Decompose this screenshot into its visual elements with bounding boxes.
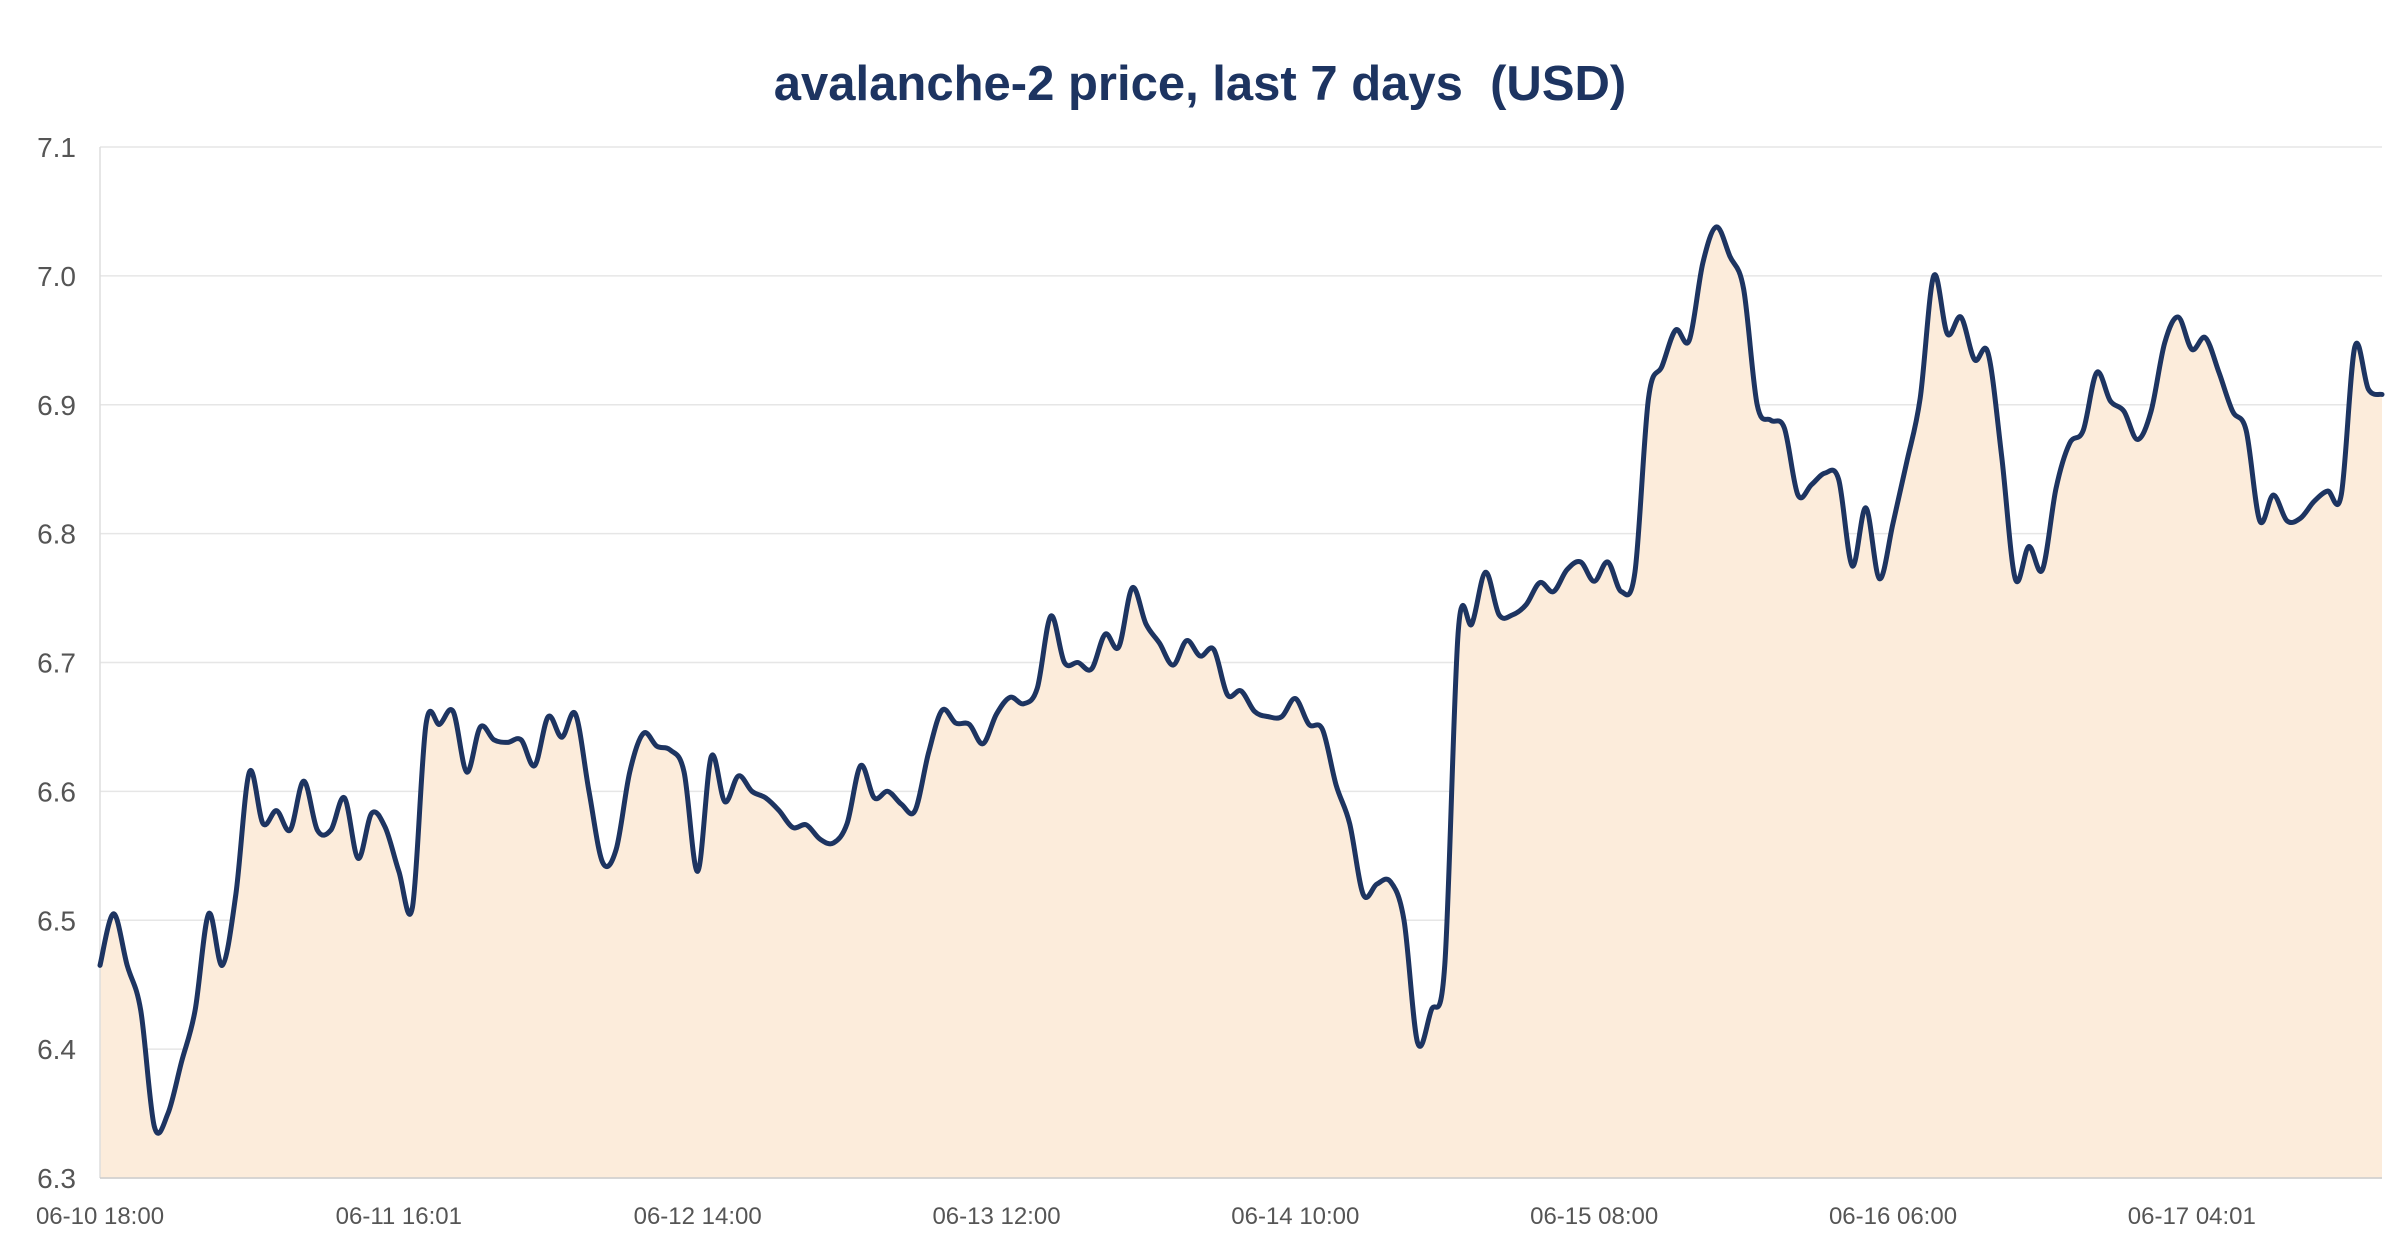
y-tick-label: 6.9 (37, 390, 76, 421)
y-tick-label: 7.1 (37, 132, 76, 163)
y-axis-ticks: 6.3 6.4 6.5 6.6 6.7 6.8 6.9 7.0 7.1 (37, 132, 76, 1194)
x-tick-label: 06-11 16:01 (336, 1203, 462, 1230)
x-tick-label: 06-12 14:00 (634, 1203, 762, 1230)
x-axis-ticks: 06-10 18:00 06-11 16:01 06-12 14:00 06-13 1… (36, 1203, 2256, 1230)
y-tick-label: 6.7 (37, 648, 76, 679)
x-tick-label: 06-16 06:00 (1829, 1203, 1957, 1230)
y-tick-label: 6.3 (37, 1163, 76, 1194)
y-tick-label: 6.4 (37, 1034, 76, 1065)
price-area-fill (100, 226, 2382, 1178)
y-tick-label: 6.8 (37, 519, 76, 550)
y-tick-label: 6.5 (37, 905, 76, 936)
x-tick-label: 06-10 18:00 (36, 1203, 164, 1230)
y-tick-label: 7.0 (37, 261, 76, 292)
x-tick-label: 06-15 08:00 (1530, 1203, 1658, 1230)
x-tick-label: 06-13 12:00 (932, 1203, 1060, 1230)
price-line (97, 224, 2385, 1136)
x-tick-label: 06-14 10:00 (1231, 1203, 1359, 1230)
x-tick-label: 06-17 04:01 (2128, 1203, 2256, 1230)
chart-title: avalanche-2 price, last 7 days (USD) (773, 57, 1627, 111)
y-tick-label: 6.6 (37, 776, 76, 807)
